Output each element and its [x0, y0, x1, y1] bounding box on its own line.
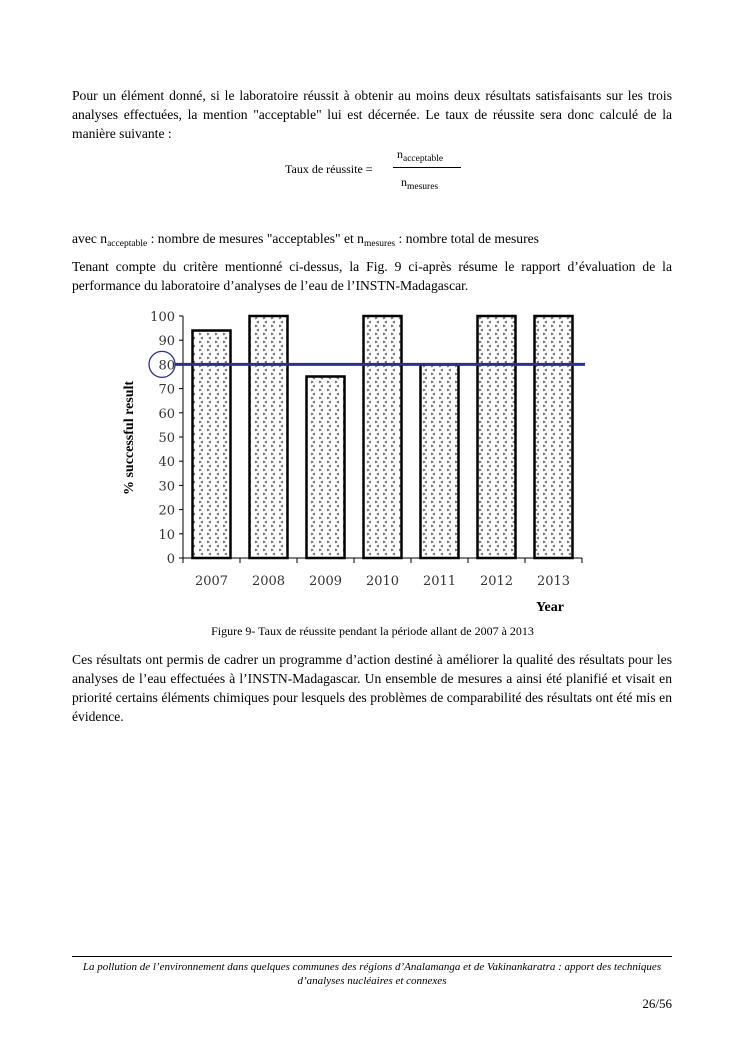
x-tick-label: 2009: [309, 574, 342, 589]
y-tick-label: 30: [158, 479, 175, 494]
footer-title: La pollution de l’environnement dans que…: [82, 961, 662, 987]
footer-divider: [72, 956, 672, 957]
x-tick-label: 2011: [423, 574, 456, 589]
y-tick-label: 10: [158, 528, 175, 543]
threshold-highlight-circle: [148, 350, 176, 379]
paragraph-definitions: avec nacceptable : nombre de mesures "ac…: [72, 229, 672, 254]
y-tick-label: 80: [158, 358, 175, 373]
formula-lhs: Taux de réussite =: [285, 162, 373, 176]
x-tick-label: 2013: [537, 574, 570, 589]
formula-den-sub: mesures: [407, 182, 439, 192]
bar-2007: [191, 329, 232, 560]
paragraph-figure-intro: Tenant compte du critère mentionné ci-de…: [72, 259, 672, 293]
paragraph-conclusion: Ces résultats ont permis de cadrer un pr…: [72, 652, 672, 724]
paragraph-intro: Pour un élément donné, si le laboratoire…: [72, 88, 672, 141]
def-text: : nombre total de mesures: [395, 231, 539, 246]
y-axis-label: % successful result: [122, 381, 137, 495]
y-tick-label: 20: [158, 504, 175, 519]
x-tick-label: 2007: [195, 574, 228, 589]
figure-caption: Figure 9- Taux de réussite pendant la pé…: [211, 624, 534, 638]
def-text: avec n: [72, 231, 108, 246]
y-tick-label: 100: [150, 310, 175, 325]
formula-num-sub: acceptable: [403, 154, 444, 164]
def-text: : nombre de mesures "acceptables" et n: [147, 231, 364, 246]
x-tick-label: 2008: [252, 574, 285, 589]
y-tick-label: 60: [158, 407, 175, 422]
def-sub: acceptable: [107, 239, 148, 249]
bar-2013: [533, 314, 574, 560]
x-tick-label: 2010: [366, 574, 399, 589]
formula-den-n: n: [401, 175, 407, 189]
y-tick-label: 50: [158, 431, 175, 446]
x-axis-label: Year: [536, 600, 564, 615]
bar-2012: [476, 314, 517, 560]
y-tick-label: 40: [158, 455, 175, 470]
bar-2010: [362, 314, 403, 560]
fraction-bar: [393, 167, 461, 168]
formula-num-n: n: [397, 147, 403, 161]
success-rate-chart: 2007 2008 2009 2010 2011 2012 2013 0 10 20 30 40 50 6…: [122, 310, 585, 615]
bar-2009: [305, 375, 346, 560]
y-tick-label: 90: [158, 334, 175, 349]
page-number: 26/56: [642, 996, 672, 1011]
bar-2008: [248, 314, 289, 560]
y-tick-label: 0: [167, 552, 175, 567]
success-rate-formula: Taux de réussite = nacceptable nmesures: [285, 145, 485, 200]
bar-2011: [419, 363, 460, 560]
def-sub: mesures: [363, 239, 396, 249]
x-tick-label: 2012: [480, 574, 513, 589]
y-tick-label: 70: [158, 383, 175, 398]
